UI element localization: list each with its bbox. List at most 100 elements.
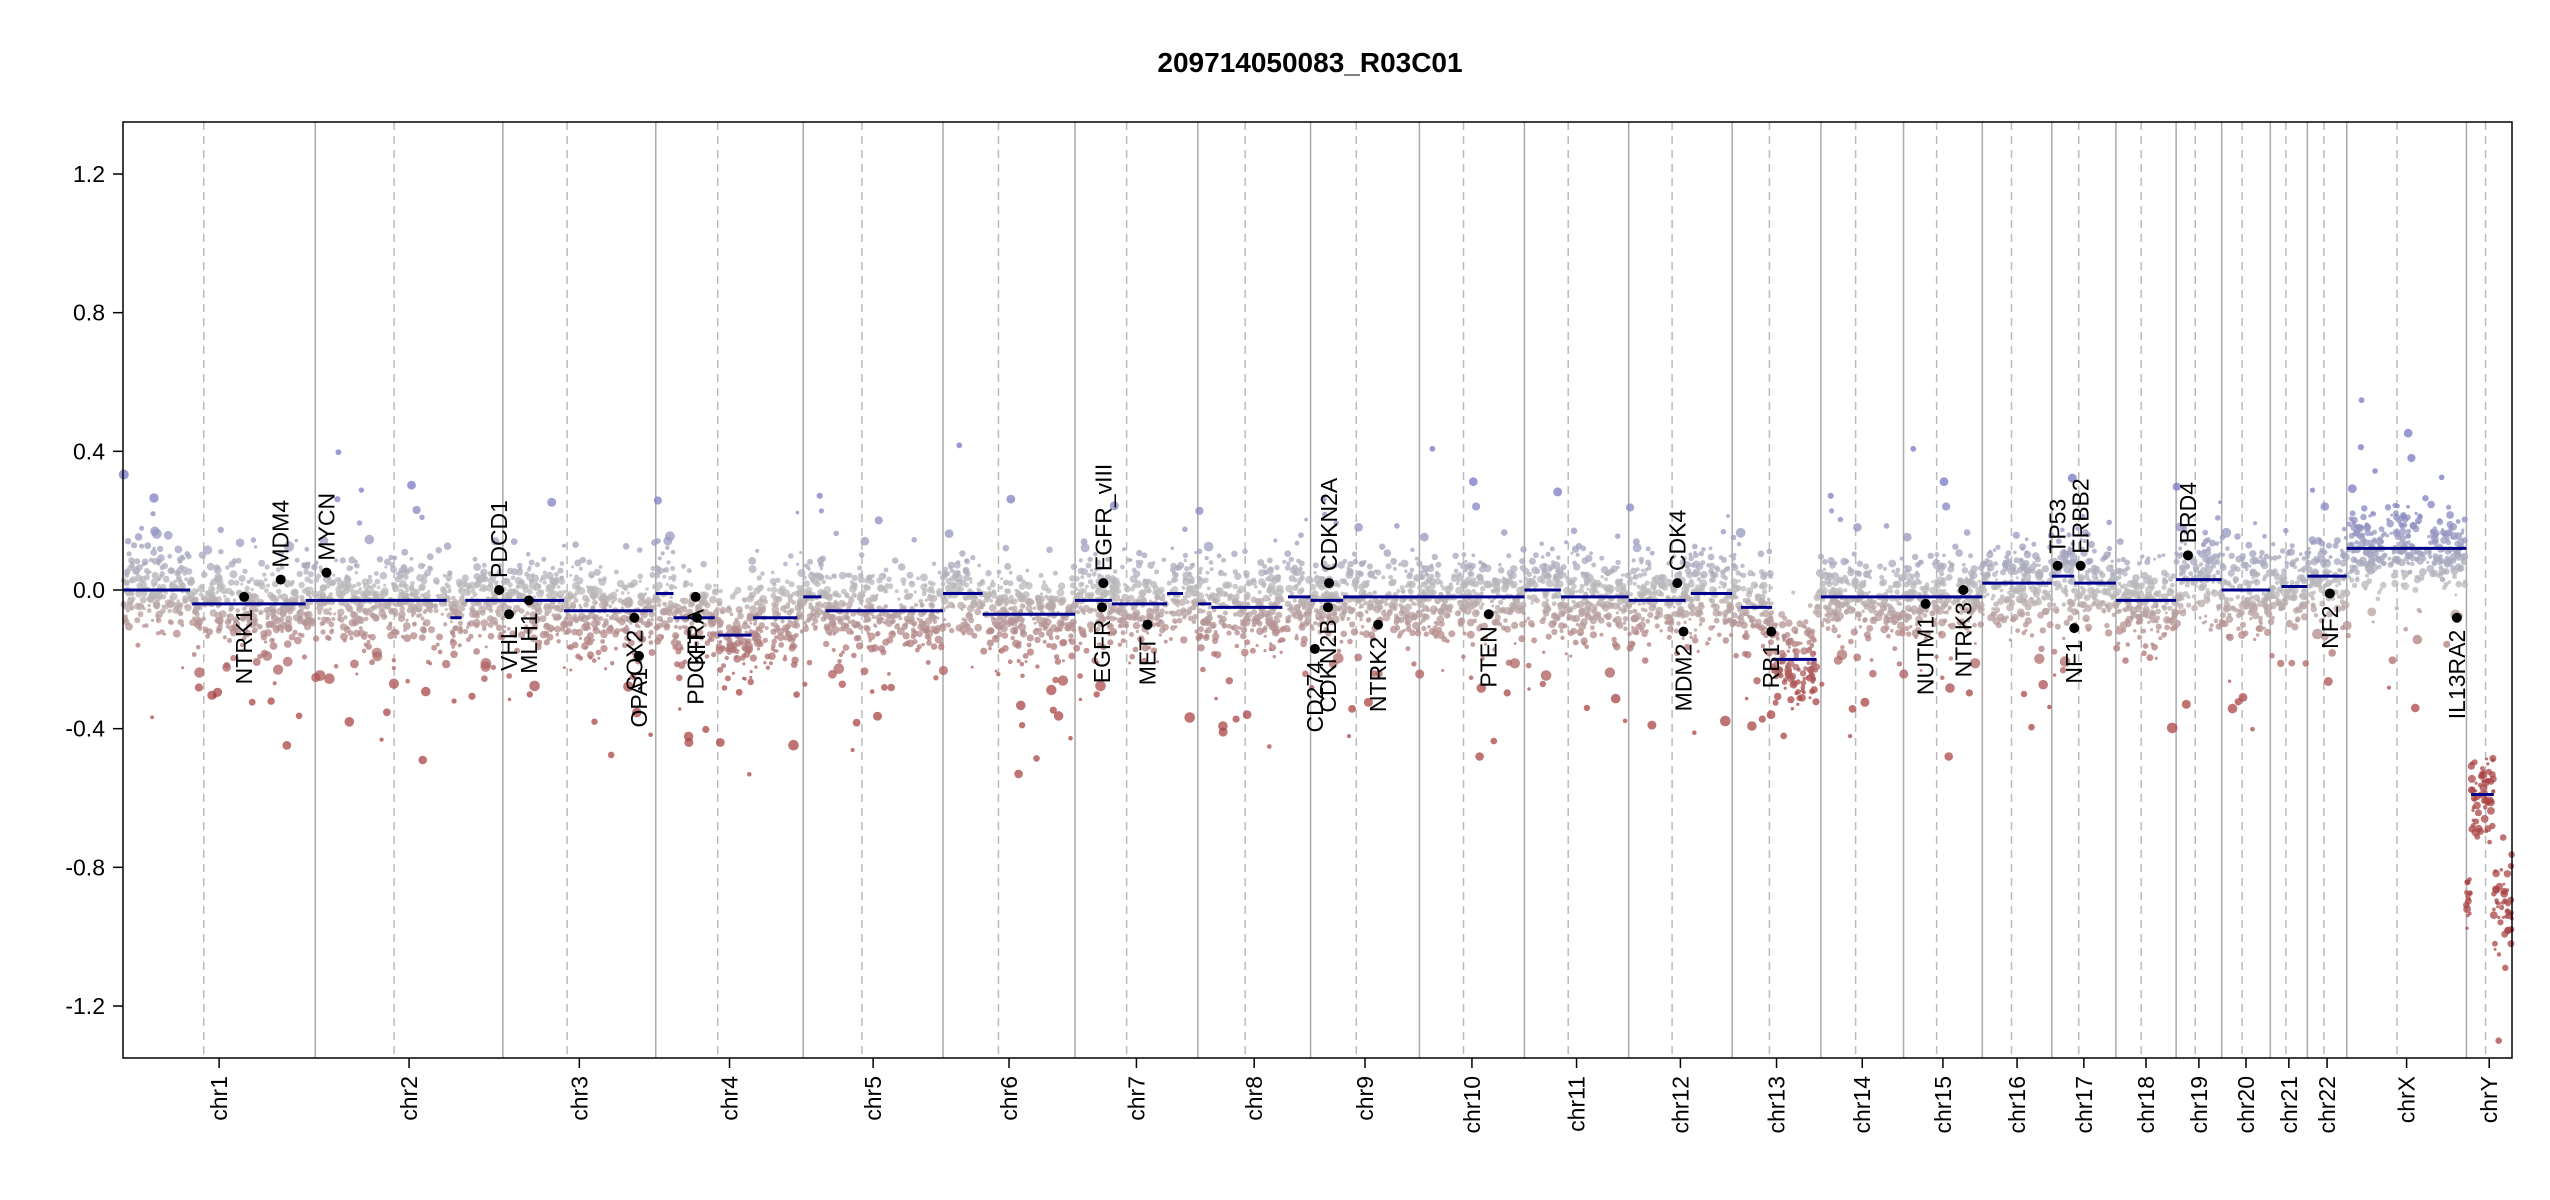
probe-point [311, 564, 317, 569]
probe-point [833, 592, 839, 598]
probe-point [1000, 577, 1004, 581]
probe-point [1216, 553, 1222, 559]
probe-point [240, 582, 244, 586]
probe-point [857, 565, 863, 571]
probe-point [1551, 612, 1557, 618]
probe-point [1133, 609, 1141, 617]
probe-point [1512, 583, 1516, 587]
probe-point [486, 584, 494, 592]
probe-point [1182, 571, 1190, 579]
probe-point [1689, 635, 1694, 640]
probe-point [358, 626, 363, 631]
probe-point [700, 598, 709, 607]
probe-point [178, 610, 184, 616]
probe-point [656, 615, 663, 622]
probe-point [1267, 574, 1276, 583]
probe-point [824, 574, 830, 580]
probe-point [250, 537, 257, 543]
probe-point [1304, 617, 1311, 625]
probe-point [1388, 580, 1395, 587]
probe-point [1029, 599, 1035, 605]
probe-point [583, 602, 589, 608]
probe-point [1049, 706, 1057, 714]
probe-point [1683, 561, 1691, 569]
probe-point [513, 604, 521, 613]
probe-point [225, 565, 230, 570]
probe-point [1313, 571, 1317, 575]
probe-point [1757, 550, 1765, 558]
probe-point [724, 675, 731, 682]
probe-point [1626, 579, 1633, 586]
probe-point [1273, 538, 1278, 543]
probe-point [1769, 610, 1775, 615]
probe-point [1575, 552, 1580, 557]
probe-point [648, 732, 653, 738]
probe-point [1449, 585, 1454, 590]
probe-point [1448, 630, 1456, 638]
probe-point [1889, 589, 1894, 594]
probe-point [1184, 566, 1190, 572]
probe-point [1428, 577, 1436, 586]
probe-point [954, 578, 958, 583]
probe-point [805, 565, 811, 570]
probe-point [1586, 587, 1590, 591]
probe-point [1255, 643, 1259, 648]
probe-point [1340, 630, 1348, 638]
probe-point [1044, 594, 1049, 599]
probe-point [320, 629, 326, 635]
probe-point [1519, 558, 1526, 565]
probe-point [1217, 569, 1225, 577]
probe-point [948, 565, 953, 570]
probe-point [290, 589, 298, 597]
probe-point [1639, 560, 1644, 565]
probe-point [227, 614, 231, 618]
probe-point [1506, 553, 1512, 559]
probe-point [883, 604, 887, 608]
probe-point [1332, 590, 1339, 597]
probe-point [1357, 570, 1363, 577]
probe-point [1800, 647, 1808, 655]
probe-point [860, 536, 870, 546]
probe-point [955, 624, 963, 632]
probe-point [1243, 591, 1251, 599]
probe-point [601, 623, 607, 629]
probe-point [1170, 625, 1176, 631]
probe-point [678, 610, 683, 616]
probe-point [1147, 561, 1155, 569]
probe-point [600, 639, 605, 644]
probe-point [1721, 556, 1727, 563]
probe-point [1184, 712, 1195, 723]
probe-point [539, 615, 547, 623]
probe-point [147, 603, 151, 608]
probe-point [1211, 607, 1217, 613]
probe-point [1583, 704, 1591, 712]
probe-point [306, 561, 311, 566]
probe-point [965, 627, 974, 636]
probe-point [403, 574, 409, 580]
probe-point [1341, 609, 1348, 615]
probe-point [1571, 583, 1577, 590]
probe-point [452, 625, 458, 631]
probe-point [1845, 597, 1849, 601]
probe-point [721, 645, 726, 650]
probe-point [1688, 604, 1696, 612]
probe-point [1751, 572, 1756, 577]
probe-point [1579, 583, 1585, 589]
probe-point [1060, 621, 1064, 625]
probe-point [1051, 606, 1056, 611]
probe-point [864, 584, 870, 590]
probe-point [1019, 661, 1025, 667]
probe-point [1893, 571, 1900, 578]
probe-point [1631, 558, 1636, 563]
probe-point [643, 592, 648, 596]
probe-point [1634, 630, 1640, 636]
probe-point [795, 510, 800, 515]
probe-point [328, 607, 332, 611]
probe-point [1257, 589, 1262, 595]
probe-point [1166, 580, 1172, 586]
probe-point [1510, 565, 1518, 573]
probe-point [1735, 570, 1741, 576]
probe-point [1503, 689, 1511, 697]
probe-point [195, 644, 201, 650]
probe-point [746, 638, 752, 644]
